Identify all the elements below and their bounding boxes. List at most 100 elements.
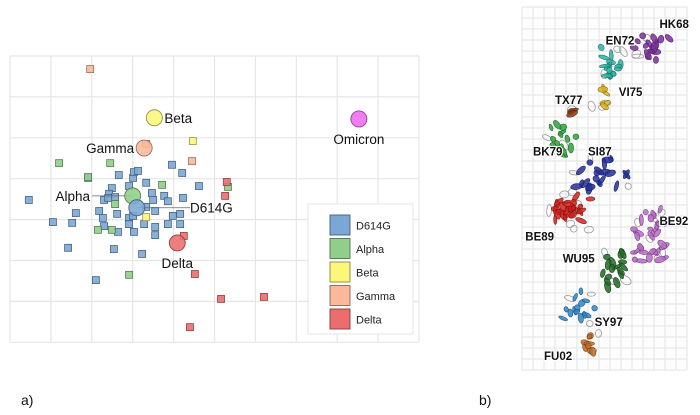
serum-ellipse [583,226,594,234]
serum-point-alpha [125,270,133,279]
serum-point-d614g [195,182,203,190]
serum-point-d614g [134,167,142,175]
serum-point-alpha [55,159,63,168]
legend-swatch-delta [329,308,351,330]
panel-b-caption: b) [479,392,492,408]
cluster-label-sy97: SY97 [595,317,623,329]
cluster-bk79 [541,120,580,158]
serum-point-delta [186,323,194,332]
serum-point-d614g [179,194,187,202]
legend-swatch-alpha [329,238,351,259]
serum-point-d614g [68,218,77,227]
virus-ellipse-sy97 [572,293,578,302]
serum-point-d614g [163,220,172,228]
cluster-label-vi75: VI75 [619,87,643,99]
antigen-label-beta: Beta [164,111,192,126]
virus-ellipse-sy97 [578,287,584,295]
plot-grid [521,6,688,371]
serum-point-d614g [178,169,187,177]
legend-label-gamma: Gamma [356,291,396,303]
virus-ellipse-bk79 [558,131,564,138]
serum-point-d614g [104,194,113,202]
serum-ellipse [559,190,570,199]
virus-ellipse-be92 [642,209,649,216]
virus-ellipse-si87 [594,166,604,176]
virus-ellipse-tx77 [566,110,578,118]
cluster-be89 [546,190,596,234]
virus-ellipse-be92 [647,231,655,241]
virus-ellipse-fu02 [589,346,597,357]
serum-point-d614g [113,209,122,218]
cluster-hk68 [629,32,674,64]
cluster-be92 [630,204,670,264]
virus-ellipse-en72 [598,54,610,61]
virus-ellipse-si87 [586,159,594,166]
cluster-label-fu02: FU02 [544,351,572,363]
virus-ellipse-bk79 [548,123,554,131]
virus-ellipse-hk68 [664,34,674,43]
legend-swatch-beta [329,261,351,283]
cluster-sy97 [558,287,598,328]
antigen-label-alpha: Alpha [55,189,90,204]
legend-swatch-d614g [329,214,351,236]
virus-ellipse-sy97 [573,308,580,315]
virus-ellipse-fu02 [584,342,592,350]
serum-point-alpha [111,200,120,208]
legend-label-delta: Delta [356,315,383,327]
plot-background [522,7,687,370]
cluster-label-en72: EN72 [606,36,635,48]
serum-point-alpha [94,225,102,234]
cluster-label-si87: SI87 [588,147,612,159]
serum-ellipse [631,49,642,59]
virus-ellipse-si87 [592,175,600,183]
virus-ellipse-be92 [657,204,663,214]
virus-ellipse-wu95 [616,266,625,276]
serum-ellipse [595,329,603,338]
antigenic-map-sars-cov-2: Beta Gamma Omicron Alpha D614G Delta D614G Alp… [9,55,420,343]
serum-point-d614g [176,209,185,218]
serum-point-d614g [114,171,123,179]
serum-point-alpha [107,225,116,234]
virus-ellipse-hk68 [629,44,639,51]
serum-point-alpha [106,159,115,168]
virus-ellipse-en72 [606,67,613,74]
cluster-label-hk68: HK68 [660,19,690,31]
virus-ellipse-hk68 [657,34,665,44]
virus-ellipse-hk68 [643,49,652,61]
antigen-label-d614g: D614G [190,201,233,216]
virus-ellipse-en72 [601,73,613,78]
virus-ellipse-en72 [598,43,605,51]
virus-ellipse-wu95 [600,268,606,278]
serum-point-d614g [125,220,133,228]
virus-ellipse-be92 [634,231,641,241]
virus-ellipse-be92 [656,220,663,227]
virus-ellipse-bk79 [549,142,556,149]
cluster-label-be89: BE89 [525,231,554,243]
virus-ellipse-sy97 [591,305,598,312]
virus-clusters [541,32,674,357]
virus-ellipse-be92 [647,214,655,223]
virus-ellipse-be92 [638,249,649,255]
serum-point-d614g [130,227,138,236]
virus-ellipse-be92 [654,256,666,264]
serum-point-d614g [98,214,107,222]
serum-point-d614g [49,218,57,226]
cluster-label-be92: BE92 [660,216,689,228]
virus-ellipse-hk68 [639,32,646,40]
serum-ellipse [613,45,622,54]
sera-points [24,65,268,332]
virus-ellipse-sy97 [563,306,569,313]
virus-ellipse-sy97 [558,315,568,321]
antigen-point-d614g [128,199,146,217]
virus-ellipse-en72 [599,63,611,68]
antigen-point-omicron [350,110,368,128]
serum-ellipse [586,291,596,297]
virus-ellipse-be89 [575,217,587,224]
legend-label-d614g: D614G [356,221,391,233]
virus-ellipse-si87 [622,169,630,179]
virus-ellipse-si87 [604,169,616,177]
cluster-vi75 [597,83,612,111]
virus-ellipse-wu95 [603,277,612,286]
virus-ellipse-wu95 [608,263,616,273]
serum-point-d614g [64,243,72,252]
